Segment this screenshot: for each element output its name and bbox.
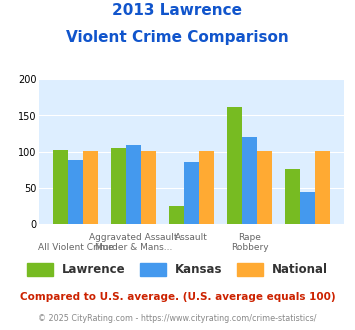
Bar bbox=[111, 148, 126, 224]
Text: Murder & Mans...: Murder & Mans... bbox=[95, 243, 172, 252]
Bar bbox=[184, 162, 199, 224]
Text: Robbery: Robbery bbox=[231, 243, 269, 252]
Text: Rape: Rape bbox=[238, 233, 261, 242]
Bar bbox=[126, 145, 141, 224]
Bar bbox=[300, 192, 315, 224]
Bar bbox=[169, 206, 184, 224]
Text: Assault: Assault bbox=[175, 233, 208, 242]
Bar bbox=[83, 151, 98, 224]
Bar bbox=[257, 151, 272, 224]
Text: Aggravated Assault: Aggravated Assault bbox=[89, 233, 178, 242]
Text: © 2025 CityRating.com - https://www.cityrating.com/crime-statistics/: © 2025 CityRating.com - https://www.city… bbox=[38, 314, 317, 323]
Bar bbox=[199, 151, 214, 224]
Text: 2013 Lawrence: 2013 Lawrence bbox=[113, 3, 242, 18]
Bar bbox=[141, 151, 156, 224]
Bar bbox=[242, 137, 257, 224]
Legend: Lawrence, Kansas, National: Lawrence, Kansas, National bbox=[22, 258, 333, 281]
Bar bbox=[53, 150, 68, 224]
Bar bbox=[285, 169, 300, 224]
Text: Violent Crime Comparison: Violent Crime Comparison bbox=[66, 30, 289, 45]
Bar bbox=[68, 160, 83, 224]
Bar bbox=[227, 107, 242, 224]
Bar bbox=[315, 151, 331, 224]
Text: All Violent Crime: All Violent Crime bbox=[38, 243, 114, 252]
Text: Compared to U.S. average. (U.S. average equals 100): Compared to U.S. average. (U.S. average … bbox=[20, 292, 335, 302]
